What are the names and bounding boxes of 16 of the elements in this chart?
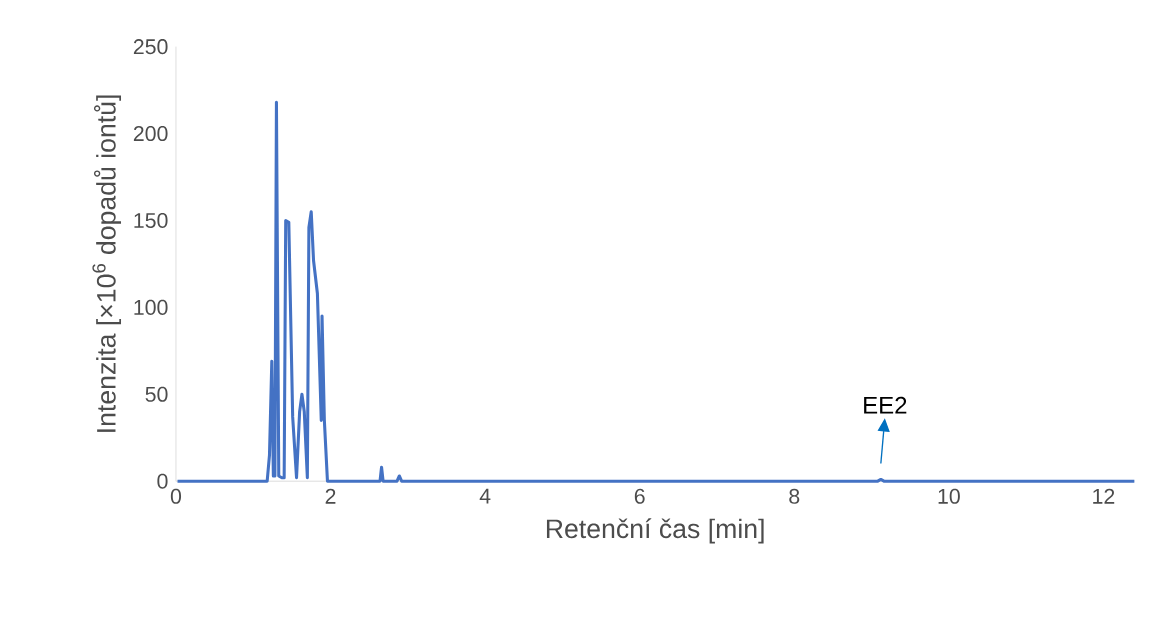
y-tick-label: 250 [133, 38, 168, 54]
y-tick-label: 50 [145, 386, 168, 402]
x-tick-label: 6 [634, 488, 645, 504]
y-tick-label: 100 [134, 299, 168, 315]
y-tick-label: 150 [134, 212, 168, 228]
y-axis-title: Intenzita [×10$^{6}$ dopadů iontů] [92, 95, 122, 432]
x-tick-label: 2 [325, 488, 336, 504]
y-tick-label: 0 [157, 473, 168, 489]
x-tick-label: 8 [789, 488, 800, 504]
x-axis-title: Retenční čas [min] [546, 518, 764, 544]
x-tick-label: 12 [1093, 488, 1115, 504]
x-tick-label: 0 [170, 488, 182, 504]
x-tick-label: 4 [479, 488, 491, 504]
y-tick-label: 200 [133, 125, 168, 141]
annotation: EE2 [864, 396, 907, 414]
x-tick-label: 10 [938, 488, 960, 504]
